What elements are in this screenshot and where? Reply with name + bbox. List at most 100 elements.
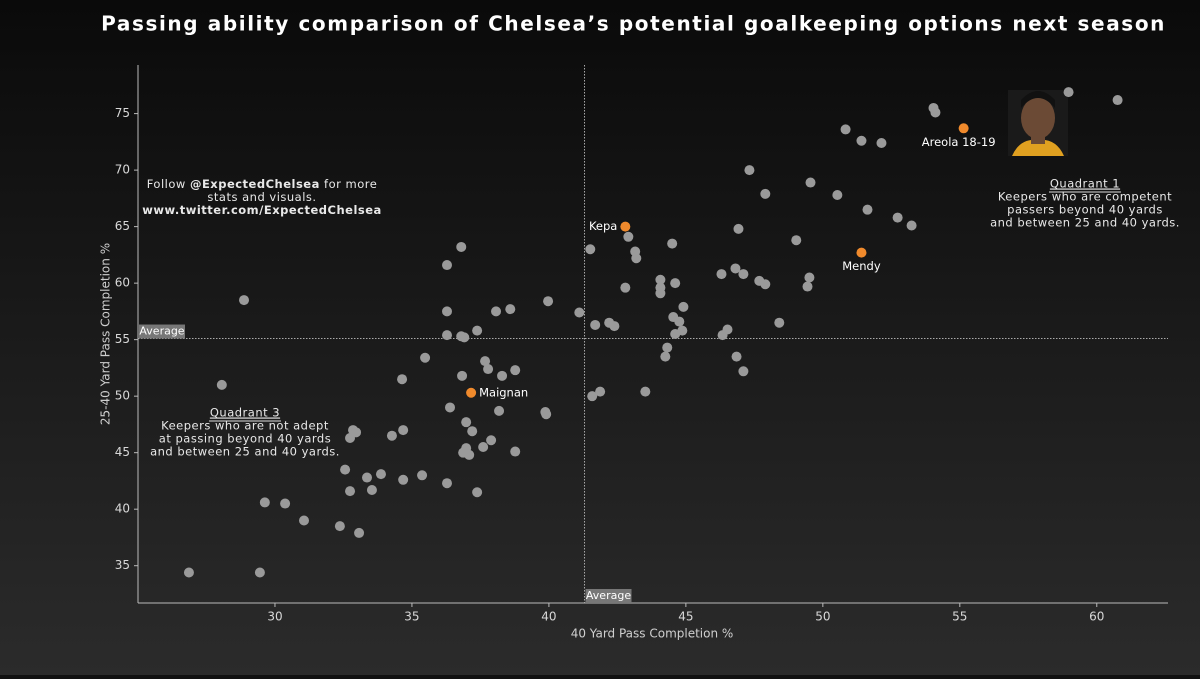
point bbox=[574, 307, 585, 318]
point bbox=[457, 370, 468, 381]
point bbox=[505, 304, 516, 315]
point bbox=[876, 137, 887, 148]
point bbox=[259, 497, 270, 508]
y-tick-label: 40 bbox=[115, 502, 130, 516]
y-tick-label: 75 bbox=[115, 106, 130, 120]
point bbox=[362, 472, 373, 483]
point bbox=[375, 469, 386, 480]
x-tick-label: 45 bbox=[678, 610, 693, 624]
point bbox=[417, 470, 428, 481]
point bbox=[744, 165, 755, 176]
point bbox=[791, 235, 802, 246]
x-tick-label: 55 bbox=[952, 610, 967, 624]
player-photo bbox=[1008, 90, 1068, 156]
point bbox=[397, 374, 408, 385]
point bbox=[472, 487, 483, 498]
point bbox=[386, 430, 397, 441]
point bbox=[660, 351, 671, 362]
highlight-point bbox=[958, 123, 969, 134]
point bbox=[802, 281, 813, 292]
average-label-box bbox=[585, 589, 632, 603]
point bbox=[1112, 95, 1123, 106]
point bbox=[677, 325, 688, 336]
point bbox=[906, 220, 917, 231]
point bbox=[398, 474, 409, 485]
quadrant-text: Keepers who are not adept bbox=[161, 419, 329, 433]
point bbox=[239, 295, 250, 306]
point bbox=[494, 405, 505, 416]
note-line: stats and visuals. bbox=[207, 190, 316, 204]
point bbox=[543, 296, 554, 307]
point bbox=[456, 241, 467, 252]
point bbox=[733, 223, 744, 234]
point bbox=[655, 288, 666, 299]
point bbox=[299, 515, 310, 526]
point bbox=[510, 446, 521, 457]
point bbox=[670, 278, 681, 289]
chart-title: Passing ability comparison of Chelsea’s … bbox=[101, 12, 1166, 36]
quadrant-title: Quadrant 1 bbox=[1050, 177, 1120, 191]
note-text: for more bbox=[320, 177, 377, 191]
point bbox=[730, 263, 741, 274]
point bbox=[716, 269, 727, 280]
y-axis-label: 25-40 Yard Pass Completion % bbox=[99, 243, 113, 425]
point bbox=[862, 204, 873, 215]
y-tick-label: 50 bbox=[115, 389, 130, 403]
point-label: Areola 18-19 bbox=[922, 135, 996, 149]
point bbox=[345, 486, 356, 497]
point bbox=[183, 567, 194, 578]
note-line: www.twitter.com/ExpectedChelsea bbox=[142, 203, 382, 217]
highlight-point bbox=[466, 387, 477, 398]
point bbox=[216, 379, 227, 390]
highlight-point bbox=[620, 221, 631, 232]
point bbox=[472, 325, 483, 336]
average-label: Average bbox=[586, 589, 631, 602]
point bbox=[442, 478, 452, 489]
point bbox=[631, 253, 642, 264]
point bbox=[585, 244, 596, 255]
average-label-box bbox=[139, 324, 185, 339]
point bbox=[678, 301, 689, 312]
average-label: Average bbox=[139, 325, 184, 338]
point bbox=[722, 324, 733, 335]
quadrant-text: and between 25 and 40 yards. bbox=[990, 216, 1180, 230]
point bbox=[587, 391, 598, 402]
point bbox=[738, 366, 749, 377]
point bbox=[856, 135, 867, 146]
point bbox=[510, 365, 521, 376]
point bbox=[1063, 87, 1074, 98]
point bbox=[804, 272, 815, 283]
x-tick-label: 40 bbox=[541, 610, 556, 624]
point bbox=[442, 260, 452, 271]
point bbox=[609, 321, 620, 332]
x-axis-label: 40 Yard Pass Completion % bbox=[571, 627, 734, 641]
point bbox=[640, 386, 651, 397]
point bbox=[805, 177, 816, 188]
quadrant-title: Quadrant 3 bbox=[210, 406, 280, 420]
point bbox=[334, 521, 345, 532]
point bbox=[655, 274, 666, 285]
point-label: Mendy bbox=[842, 259, 881, 273]
point bbox=[930, 107, 941, 118]
point bbox=[254, 567, 265, 578]
point bbox=[667, 238, 678, 249]
point bbox=[280, 498, 291, 509]
quadrant-text: at passing beyond 40 yards bbox=[159, 432, 331, 446]
y-tick-label: 35 bbox=[115, 558, 130, 572]
point bbox=[467, 426, 478, 437]
y-tick-label: 45 bbox=[115, 445, 130, 459]
point bbox=[354, 527, 365, 538]
point bbox=[442, 330, 452, 341]
point bbox=[840, 124, 851, 135]
y-tick-label: 70 bbox=[115, 163, 130, 177]
note-text: stats and visuals. bbox=[207, 190, 316, 204]
point bbox=[340, 464, 351, 475]
point bbox=[366, 484, 377, 495]
point bbox=[478, 442, 489, 453]
quadrant-text: Keepers who are competent bbox=[998, 190, 1172, 204]
point bbox=[541, 409, 552, 420]
note-text: Follow bbox=[147, 177, 190, 191]
point bbox=[398, 425, 409, 436]
point bbox=[731, 351, 742, 362]
